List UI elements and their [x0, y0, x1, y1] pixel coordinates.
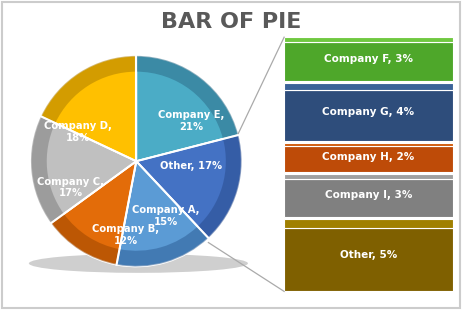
FancyBboxPatch shape	[284, 83, 453, 90]
Wedge shape	[51, 214, 120, 265]
Wedge shape	[116, 227, 208, 267]
Text: Other, 17%: Other, 17%	[160, 162, 222, 171]
Text: Company I, 3%: Company I, 3%	[325, 190, 412, 200]
FancyBboxPatch shape	[284, 143, 453, 146]
Text: Company C,
17%: Company C, 17%	[37, 177, 104, 198]
Text: Company G, 4%: Company G, 4%	[322, 107, 414, 117]
Wedge shape	[51, 161, 136, 265]
Text: Company E,
21%: Company E, 21%	[158, 110, 224, 132]
FancyBboxPatch shape	[284, 90, 453, 140]
FancyBboxPatch shape	[284, 179, 453, 217]
Wedge shape	[31, 116, 64, 223]
Wedge shape	[136, 135, 242, 238]
FancyBboxPatch shape	[284, 42, 453, 81]
Wedge shape	[41, 56, 136, 161]
Wedge shape	[198, 135, 242, 238]
FancyBboxPatch shape	[284, 219, 453, 228]
Wedge shape	[136, 56, 238, 139]
Text: Company D,
18%: Company D, 18%	[44, 121, 112, 143]
Wedge shape	[116, 161, 208, 267]
Text: Company H, 2%: Company H, 2%	[322, 152, 414, 162]
FancyBboxPatch shape	[284, 174, 453, 179]
Text: Company B,
12%: Company B, 12%	[92, 224, 159, 246]
Text: Company F, 3%: Company F, 3%	[324, 54, 413, 64]
Text: BAR OF PIE: BAR OF PIE	[161, 12, 301, 33]
Wedge shape	[41, 56, 136, 123]
Text: Other, 5%: Other, 5%	[340, 250, 397, 260]
Text: Company A,
15%: Company A, 15%	[132, 205, 200, 227]
Wedge shape	[136, 56, 238, 161]
Wedge shape	[31, 116, 136, 223]
Ellipse shape	[29, 254, 248, 273]
FancyBboxPatch shape	[284, 37, 453, 42]
FancyBboxPatch shape	[284, 146, 453, 171]
FancyBboxPatch shape	[284, 228, 453, 291]
